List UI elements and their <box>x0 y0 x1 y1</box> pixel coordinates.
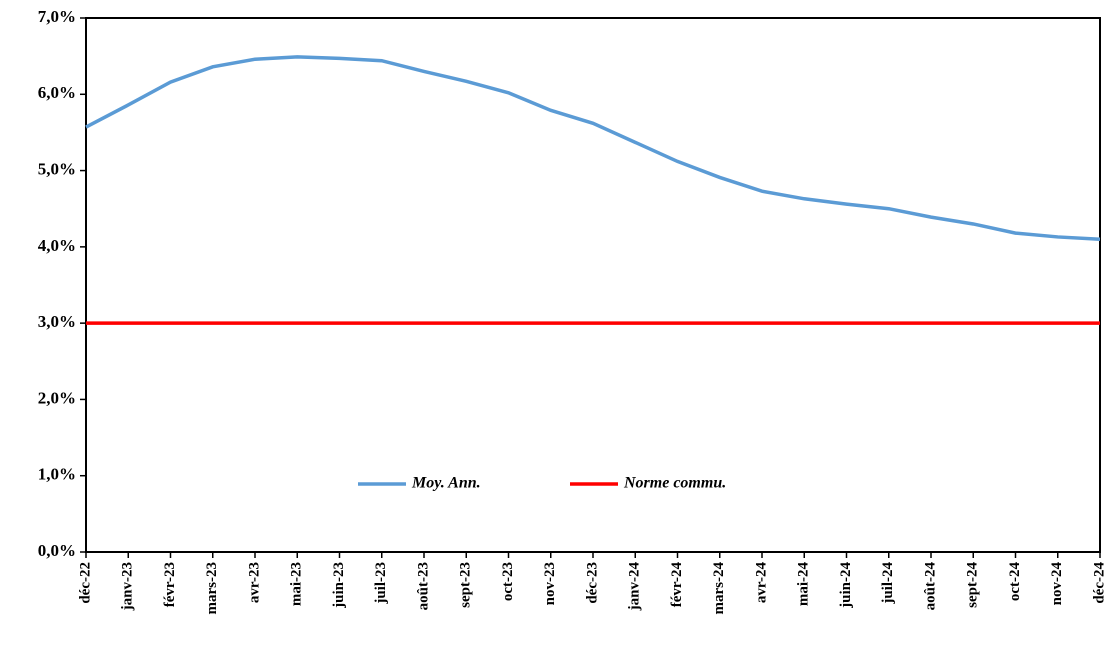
x-tick-label: juin-23 <box>331 562 347 609</box>
y-tick-label: 0,0% <box>38 541 76 560</box>
x-tick-label: juin-24 <box>838 562 854 609</box>
y-tick-label: 5,0% <box>38 159 76 178</box>
x-tick-label: oct-23 <box>500 562 516 601</box>
y-tick-label: 6,0% <box>38 83 76 102</box>
x-tick-label: déc-22 <box>77 562 93 604</box>
y-tick-label: 4,0% <box>38 236 76 255</box>
x-tick-label: déc-23 <box>584 562 600 604</box>
legend-label: Moy. Ann. <box>411 475 481 492</box>
y-tick-label: 3,0% <box>38 312 76 331</box>
y-tick-label: 2,0% <box>38 388 76 407</box>
y-tick-label: 7,0% <box>38 7 76 26</box>
x-tick-label: nov-23 <box>542 562 558 605</box>
x-tick-label: juil-23 <box>373 562 389 605</box>
x-tick-label: janv-23 <box>120 562 136 611</box>
series-line <box>85 55 1101 241</box>
x-tick-label: mars-23 <box>204 562 220 615</box>
x-tick-label: avr-24 <box>753 562 769 604</box>
x-tick-label: mai-23 <box>289 562 305 606</box>
x-tick-label: juil-24 <box>880 562 896 605</box>
x-tick-label: sept-24 <box>965 562 981 608</box>
x-tick-label: oct-24 <box>1007 562 1023 602</box>
x-tick-label: août-24 <box>922 562 938 611</box>
x-tick-label: nov-24 <box>1049 562 1065 606</box>
x-tick-label: mai-24 <box>796 562 812 607</box>
x-tick-label: févr-23 <box>162 562 178 607</box>
plot-area <box>85 17 1101 553</box>
x-tick-label: sept-23 <box>458 562 474 608</box>
y-tick-label: 1,0% <box>38 465 76 484</box>
x-tick-label: févr-24 <box>669 562 685 608</box>
x-tick-label: mars-24 <box>711 562 727 615</box>
legend-label: Norme commu. <box>623 475 726 492</box>
x-tick-label: août-23 <box>415 562 431 610</box>
x-tick-label: déc-24 <box>1091 562 1107 604</box>
x-tick-label: janv-24 <box>627 562 643 612</box>
x-tick-label: avr-23 <box>246 562 262 603</box>
